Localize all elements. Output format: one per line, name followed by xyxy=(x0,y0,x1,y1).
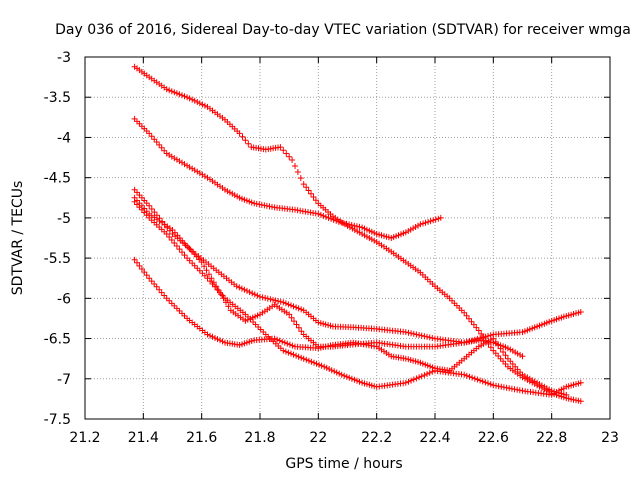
x-tick-label: 22.6 xyxy=(478,430,509,446)
x-tick-label: 22.4 xyxy=(419,430,450,446)
data-point-markers xyxy=(131,198,584,398)
y-tick-label: -6.5 xyxy=(44,332,71,348)
x-tick-label: 22 xyxy=(309,430,327,446)
series-satellite-5 xyxy=(131,198,584,398)
series-satellite-3 xyxy=(131,186,584,346)
grid xyxy=(84,56,611,420)
data-point-markers xyxy=(131,256,570,398)
plot-frame xyxy=(84,56,611,420)
x-tick-label: 22.8 xyxy=(536,430,567,446)
x-tick-label: 23 xyxy=(601,430,619,446)
x-tick-label: 22.2 xyxy=(361,430,392,446)
series-satellite-4 xyxy=(131,194,526,360)
series-satellite-2 xyxy=(131,115,444,241)
y-tick-label: -4 xyxy=(57,130,71,146)
data-point-markers xyxy=(131,186,584,346)
x-tick-labels: 21.2 21.4 21.6 21.8 22 22.2 22.4 22.6 22.8 23 xyxy=(69,430,619,446)
y-tick-label: -3 xyxy=(57,50,71,66)
axis-ticks xyxy=(84,56,611,420)
x-tick-label: 21.2 xyxy=(69,430,100,446)
x-axis-label: GPS time / hours xyxy=(285,456,402,472)
data-series xyxy=(131,63,584,405)
y-tick-label: -5 xyxy=(57,211,71,227)
y-tick-label: -6 xyxy=(57,291,71,307)
y-tick-label: -7 xyxy=(57,372,71,388)
y-tick-label: -3.5 xyxy=(44,90,71,106)
x-tick-label: 21.4 xyxy=(128,430,159,446)
chart-title: Day 036 of 2016, Sidereal Day-to-day VTE… xyxy=(55,22,631,38)
y-axis-label: SDTVAR / TECUs xyxy=(10,181,26,296)
x-tick-label: 21.8 xyxy=(244,430,275,446)
series-satellite-6 xyxy=(131,256,570,398)
data-point-markers xyxy=(131,115,444,241)
data-point-markers xyxy=(131,194,526,360)
x-tick-label: 21.6 xyxy=(186,430,217,446)
y-tick-label: -4.5 xyxy=(44,171,71,187)
y-tick-label: -5.5 xyxy=(44,251,71,267)
y-tick-labels: -3 -3.5 -4 -4.5 -5 -5.5 -6 -6.5 -7 -7.5 xyxy=(44,50,71,428)
y-tick-label: -7.5 xyxy=(44,412,71,428)
